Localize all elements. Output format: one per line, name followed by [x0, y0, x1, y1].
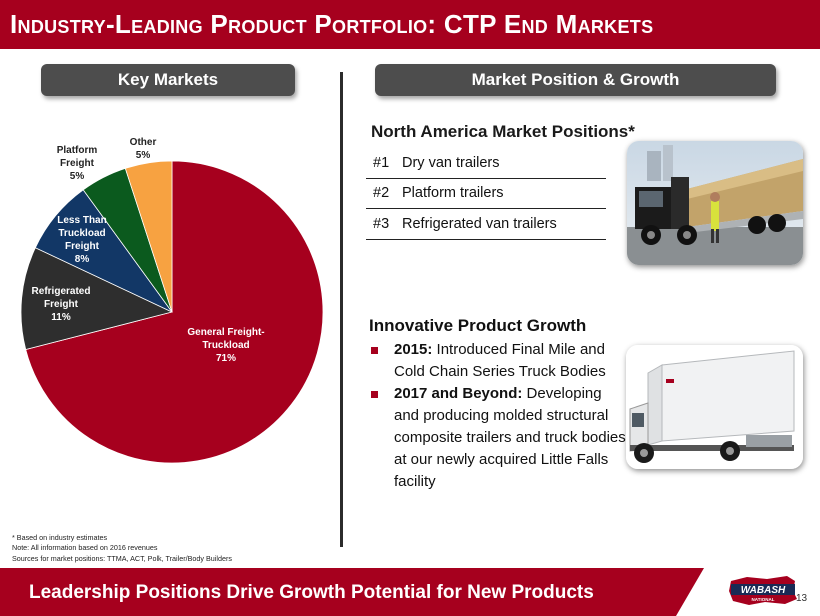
pie-label-general-freight: General Freight- Truckload 71% — [187, 327, 265, 364]
position-label: Refrigerated van trailers — [402, 216, 557, 232]
page-title: Industry-Leading Product Portfolio: CTP … — [10, 9, 654, 39]
market-position-row: #3 Refrigerated van trailers — [366, 209, 606, 240]
position-label: Dry van trailers — [402, 155, 500, 171]
flatbed-trailer-photo — [627, 141, 803, 265]
title-bar: Industry-Leading Product Portfolio: CTP … — [0, 0, 820, 49]
footer-tagline: Leadership Positions Drive Growth Potent… — [29, 582, 594, 603]
pie-slice-other — [124, 160, 173, 313]
position-label: Platform trailers — [402, 185, 504, 201]
logo-wordmark: WABASH — [741, 585, 786, 596]
rank: #2 — [373, 185, 390, 201]
page-number: 13 — [796, 593, 808, 604]
pie-chart-svg — [20, 160, 324, 464]
market-position-row: #1 Dry van trailers — [366, 148, 606, 179]
pie-label-other: Other 5% — [129, 137, 157, 161]
pie-slice-refrigerated-freight — [20, 247, 174, 351]
list-item: 2015: Introduced Final Mile and Cold Cha… — [369, 339, 627, 383]
pie-label-platform-freight: Platform Freight 5% — [56, 145, 98, 182]
pie-label-ltl-freight: Less Than Truckload Freight 8% — [57, 215, 107, 265]
innovation-heading: Innovative Product Growth — [369, 316, 587, 335]
wabash-logo: WABASH NATIONAL — [729, 576, 797, 605]
key-markets-label: Key Markets — [41, 64, 295, 96]
logo-subtext: NATIONAL — [752, 597, 775, 602]
pie-slice-general-freight-truckload — [25, 160, 324, 464]
list-item: 2017 and Beyond: Developing and producin… — [369, 383, 627, 493]
rank: #1 — [373, 155, 390, 171]
rank: #3 — [373, 216, 390, 232]
market-position-label: Market Position & Growth — [375, 64, 776, 96]
key-markets-pie-chart: General Freight- Truckload 71% Refrigera… — [0, 120, 340, 480]
truck-body-photo — [626, 345, 803, 469]
market-positions-heading: North America Market Positions* — [371, 122, 635, 141]
footnotes: * Based on industry estimates Note: All … — [12, 533, 232, 563]
vertical-divider — [340, 72, 343, 547]
bullet-square-icon — [371, 391, 378, 398]
pie-label-refrigerated-freight: Refrigerated Freight 11% — [31, 286, 91, 323]
bullet-square-icon — [371, 347, 378, 354]
footer-bar — [0, 568, 704, 616]
market-position-row: #2 Platform trailers — [366, 178, 606, 209]
innovation-bullets: 2015: Introduced Final Mile and Cold Cha… — [369, 339, 627, 493]
